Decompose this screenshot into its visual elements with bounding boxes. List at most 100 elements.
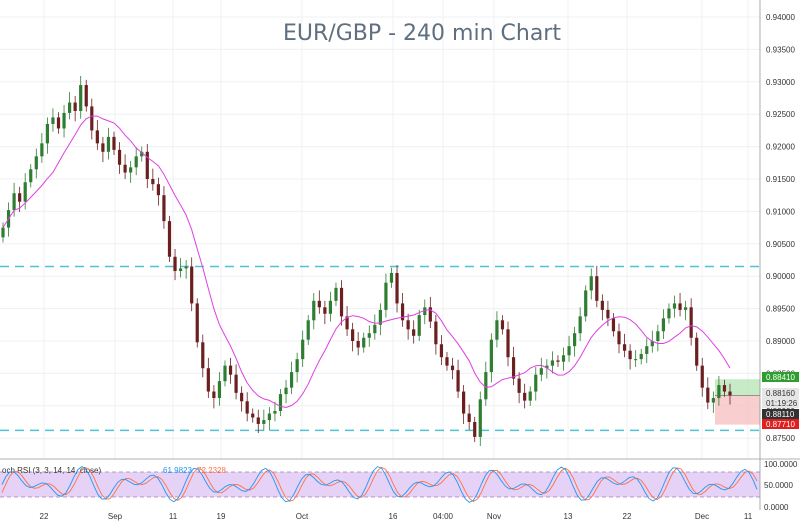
candle-body <box>228 365 233 375</box>
candle-body <box>462 391 466 414</box>
candle-body <box>550 360 555 366</box>
y-tick-label: 0.87500 <box>766 434 795 443</box>
candle-body <box>29 169 33 183</box>
candle-body <box>556 360 560 362</box>
candle-body <box>689 307 693 338</box>
candle-body <box>634 359 638 361</box>
x-tick-label: 11 <box>169 512 178 521</box>
candle-body <box>134 156 138 168</box>
x-axis-labels: 22 Sep 11 19 Oct 16 04:00 Nov 13 22 Dec 11 <box>40 512 753 521</box>
candle-body <box>56 117 61 129</box>
candle-body <box>145 151 149 179</box>
candle-body <box>467 413 471 422</box>
candle-body <box>34 156 38 170</box>
candle-body <box>578 316 582 334</box>
candle-body <box>456 370 460 392</box>
candle-body <box>695 337 699 366</box>
x-tick-label: Sep <box>108 512 123 521</box>
candle-body <box>517 378 521 393</box>
candle-body <box>622 344 627 351</box>
rsi-label: och RSI (3, 3, 14, 14, close) <box>2 466 101 475</box>
grid-lines <box>0 0 760 459</box>
candle-body <box>589 276 593 291</box>
stoch-rsi-panel: och RSI (3, 3, 14, 14, close) 61.9823 72… <box>0 460 798 512</box>
candle-body <box>567 346 571 356</box>
candle-body <box>489 339 493 373</box>
candle-body <box>656 331 660 341</box>
candle-body <box>178 268 183 272</box>
candle-body <box>245 401 249 414</box>
candle-body <box>711 398 715 403</box>
moving-average <box>2 115 731 409</box>
y-tick-label: 0.94000 <box>766 13 795 22</box>
rsi-tick-0: 0.0000 <box>764 503 789 512</box>
candle-body <box>356 341 360 348</box>
rsi-tick-100: 100.0000 <box>764 460 798 469</box>
candle-body <box>417 315 421 336</box>
candle-body <box>367 333 371 338</box>
candle-body <box>617 331 621 345</box>
candle-body <box>317 300 321 308</box>
candlesticks <box>1 75 732 446</box>
candle-body <box>301 339 305 360</box>
candle-body <box>389 272 394 283</box>
candle-body <box>62 112 66 129</box>
candle-body <box>190 266 194 304</box>
candle-body <box>140 151 144 157</box>
candle-body <box>23 182 27 202</box>
candle-body <box>334 287 338 301</box>
candle-body <box>45 123 49 144</box>
position-zones <box>715 379 760 425</box>
candle-body <box>478 399 482 437</box>
candle-body <box>278 394 283 411</box>
y-tick-label: 0.92500 <box>766 110 795 119</box>
candle-body <box>678 303 682 310</box>
x-tick-label: Dec <box>695 512 709 521</box>
chart-title: EUR/GBP - 240 min Chart <box>283 21 561 46</box>
candle-body <box>234 374 238 393</box>
price-tag-bg <box>762 388 799 398</box>
candle-body <box>561 355 566 362</box>
price-tag-bg <box>762 372 799 382</box>
price-tag-text: 0.88410 <box>766 373 795 382</box>
candle-body <box>523 392 527 401</box>
candle-body <box>351 329 355 341</box>
x-tick-label: Nov <box>487 512 501 521</box>
price-tag-bg <box>762 398 799 408</box>
moving-average-line <box>2 115 731 409</box>
candle-body <box>428 307 432 322</box>
candle-body <box>84 85 88 107</box>
candle-body <box>79 85 83 111</box>
candle-body <box>600 300 604 310</box>
candle-body <box>201 342 205 369</box>
candle-body <box>123 164 127 173</box>
candle-body <box>484 372 488 400</box>
rsi-d-line <box>1 466 758 503</box>
candle-body <box>672 303 677 309</box>
candle-body <box>639 353 643 360</box>
x-tick-label: 13 <box>564 512 573 521</box>
y-tick-label: 0.89500 <box>766 305 795 314</box>
candle-body <box>706 387 710 403</box>
candle-body <box>101 143 105 152</box>
candle-body <box>284 387 288 395</box>
candle-body <box>539 368 543 375</box>
candle-body <box>445 357 449 366</box>
rsi-tick-50: 50.0000 <box>764 481 793 490</box>
y-tick-label: 0.93000 <box>766 78 795 87</box>
candle-body <box>384 282 388 310</box>
candle-body <box>1 227 5 238</box>
price-tag: 01:19:26 <box>762 398 799 408</box>
candle-body <box>156 184 160 196</box>
y-tick-label: 0.92000 <box>766 143 795 152</box>
candle-body <box>684 307 688 310</box>
candle-body <box>12 193 16 211</box>
price-tag-bg <box>762 419 799 429</box>
y-tick-label: 0.91000 <box>766 207 795 216</box>
x-tick-label: 22 <box>623 512 632 521</box>
candle-body <box>173 256 177 272</box>
candle-body <box>722 385 727 392</box>
candle-body <box>345 316 349 330</box>
